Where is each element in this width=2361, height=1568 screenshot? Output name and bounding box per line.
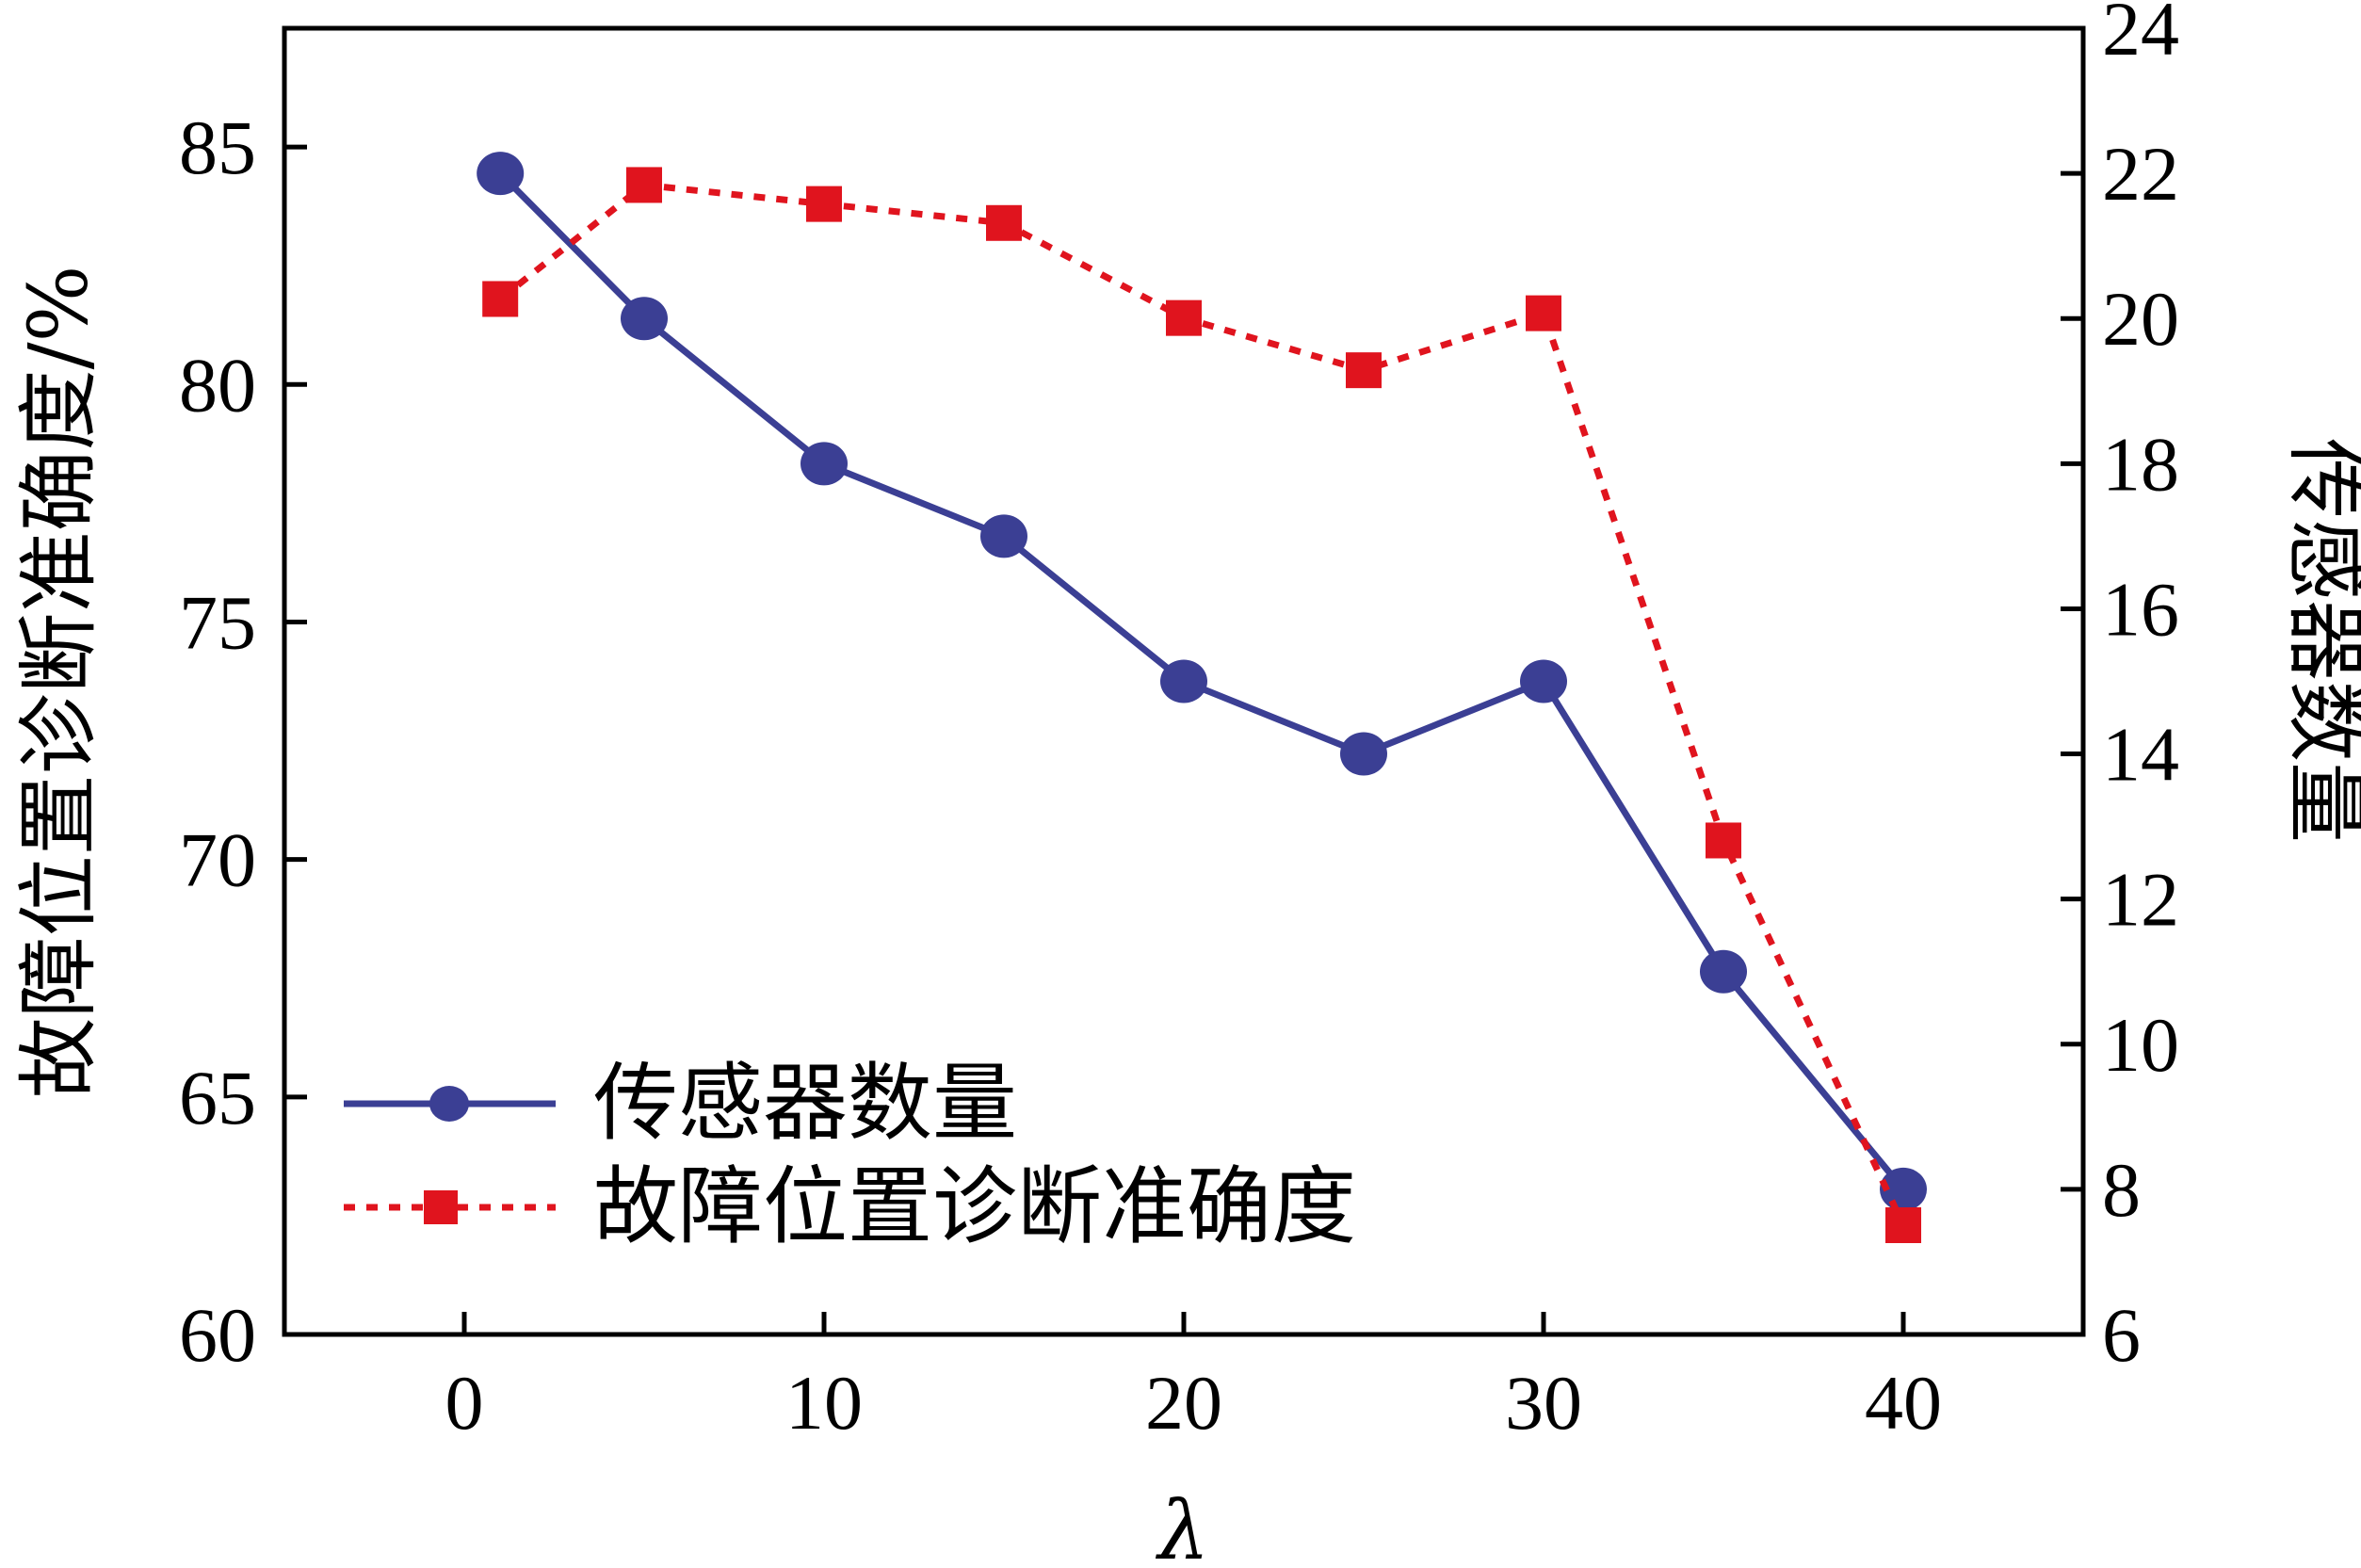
y-left-tick-label: 75	[179, 579, 256, 665]
data-point-square	[482, 281, 519, 317]
data-point-square	[1166, 299, 1202, 336]
data-point-square	[1885, 1206, 1921, 1243]
y-left-tick-label: 60	[179, 1292, 256, 1378]
y-axis-left-title: 故障位置诊断准确度/%	[12, 266, 106, 1099]
y-left-tick-label: 70	[179, 817, 256, 903]
legend: 传感器数量 故障位置诊断准确度	[344, 1054, 1356, 1256]
data-point-circle	[1880, 1167, 1927, 1211]
y-right-tick-label: 10	[2102, 1002, 2179, 1088]
legend-item-sensor-count: 传感器数量	[344, 1054, 1017, 1153]
y-left-tick-label: 80	[179, 342, 256, 428]
data-point-square	[986, 204, 1022, 241]
data-point-square	[806, 186, 842, 222]
legend-label-accuracy: 故障位置诊断准确度	[593, 1157, 1356, 1256]
y-right-tick-label: 6	[2102, 1292, 2141, 1378]
legend-label-sensor-count: 传感器数量	[593, 1054, 1017, 1153]
y-left-tick-label: 65	[179, 1055, 256, 1140]
y-right-tick-label: 14	[2102, 712, 2179, 798]
x-axis-title: λ	[1156, 1484, 1210, 1568]
data-point-circle	[621, 297, 668, 341]
data-point-circle	[800, 442, 848, 486]
data-point-circle	[1520, 659, 1567, 703]
y-right-tick-label: 22	[2102, 131, 2179, 217]
y-right-tick-label: 8	[2102, 1147, 2141, 1233]
data-point-circle	[477, 152, 525, 196]
y-left-tick-label: 85	[179, 105, 256, 190]
y-right-tick-label: 24	[2102, 0, 2179, 72]
data-point-square	[1706, 822, 1741, 859]
x-tick-label: 30	[1505, 1360, 1582, 1446]
data-point-square	[626, 167, 662, 203]
legend-marker-circle	[429, 1086, 469, 1122]
x-tick-label: 0	[445, 1360, 484, 1446]
series-layer	[477, 152, 1927, 1243]
legend-item-accuracy: 故障位置诊断准确度	[344, 1157, 1356, 1256]
y-right-tick-label: 18	[2102, 421, 2179, 507]
data-point-square	[1346, 352, 1382, 389]
y-right-tick-label: 16	[2102, 566, 2179, 652]
y-right-tick-label: 12	[2102, 857, 2179, 943]
ticks-layer: 0 10 20 30 40 60 65 70 75 80 85 6 8 10 12 14 16 18 20 22 24	[179, 0, 2179, 1446]
legend-marker-square	[424, 1190, 458, 1224]
data-point-square	[1526, 295, 1561, 331]
y-right-tick-label: 20	[2102, 276, 2179, 362]
data-point-circle	[1340, 732, 1387, 776]
x-tick-label: 10	[785, 1360, 863, 1446]
x-tick-label: 40	[1865, 1360, 1942, 1446]
data-point-circle	[980, 514, 1027, 558]
data-point-circle	[1700, 949, 1747, 994]
data-point-circle	[1160, 659, 1207, 703]
y-axis-right-title: 传感器数量	[2278, 438, 2361, 843]
x-tick-label: 20	[1145, 1360, 1222, 1446]
